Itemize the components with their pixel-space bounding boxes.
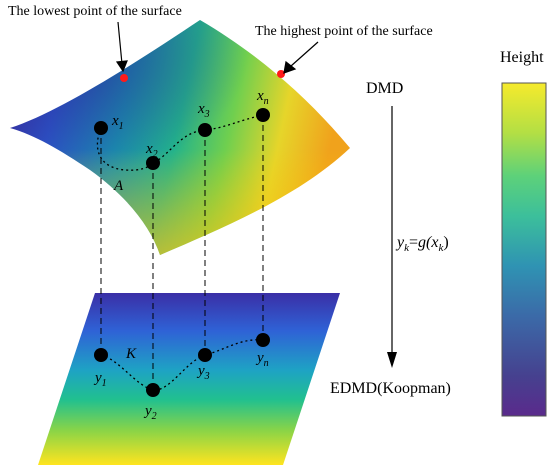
highest-point-arrow xyxy=(290,41,319,67)
lowest-point-arrow xyxy=(117,21,123,65)
colorbar xyxy=(501,82,547,417)
dmd-label: DMD xyxy=(366,80,403,97)
surface-point-labels: x1 x2 x3 xn A xyxy=(111,88,269,194)
plane-point-y3 xyxy=(198,348,212,362)
curved-surface xyxy=(10,20,350,255)
plane-point-y1 xyxy=(94,348,108,362)
annotation-arrows xyxy=(115,21,319,74)
label-y3: y3 xyxy=(196,363,210,382)
colorbar-title: Height xyxy=(500,49,544,66)
surface-point-xn xyxy=(256,108,270,122)
plane-trajectory xyxy=(100,339,264,391)
surface-trajectory xyxy=(96,114,264,171)
plane-point-yn xyxy=(256,333,270,347)
lowest-point-annotation: The lowest point of the surface xyxy=(8,4,182,19)
highest-arrow-head xyxy=(283,60,297,74)
surface-point-x2 xyxy=(146,156,160,170)
plane-points xyxy=(94,333,270,397)
lowest-arrow-head xyxy=(115,60,128,73)
label-x1: x1 xyxy=(111,113,124,132)
label-x3: x3 xyxy=(197,101,210,120)
flow-arrow-head xyxy=(387,352,397,368)
label-yn: yn xyxy=(255,350,269,369)
flat-plane xyxy=(38,293,340,465)
surface-point-x3 xyxy=(198,123,212,137)
operator-label-k: K xyxy=(125,346,137,362)
plane-point-y2 xyxy=(146,383,160,397)
edmd-label: EDMD(Koopman) xyxy=(330,380,451,397)
operator-label-a: A xyxy=(113,178,124,194)
plane-point-labels: y1 y2 y3 yn K xyxy=(93,346,269,422)
label-y2: y2 xyxy=(143,403,157,422)
label-x2: x2 xyxy=(145,141,158,160)
surface-point-x1 xyxy=(94,121,108,135)
mapping-equation: yk=g(xk) xyxy=(395,234,449,254)
label-y1: y1 xyxy=(93,370,107,389)
highest-point-marker xyxy=(277,70,285,78)
projection-lines xyxy=(100,115,264,390)
surface-points xyxy=(94,108,270,170)
label-xn: xn xyxy=(256,88,269,107)
highest-point-annotation: The highest point of the surface xyxy=(255,24,433,39)
lowest-point-marker xyxy=(120,74,128,82)
